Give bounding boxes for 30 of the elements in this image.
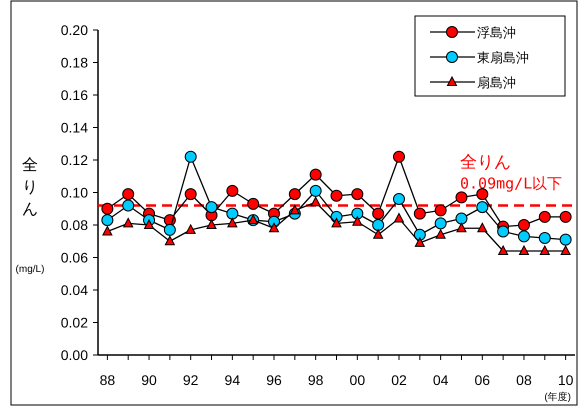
legend-label: 浮島沖 bbox=[477, 25, 516, 40]
y-tick-label: 0.08 bbox=[60, 217, 88, 233]
y-tick-label: 0.00 bbox=[60, 347, 88, 363]
y-tick-label: 0.20 bbox=[60, 22, 88, 38]
y-axis-title: 全りん bbox=[22, 157, 38, 218]
x-tick-label: 10 bbox=[558, 372, 574, 388]
x-axis-title: (年度) bbox=[544, 391, 571, 403]
x-tick-label: 02 bbox=[391, 372, 407, 388]
y-tick-label: 0.18 bbox=[60, 54, 88, 70]
y-tick-label: 0.10 bbox=[60, 184, 88, 200]
ref-line-label: 全りん 0.09mg/L以下 bbox=[460, 152, 562, 192]
x-tick-label: 88 bbox=[100, 372, 116, 388]
y-tick-label: 0.04 bbox=[60, 282, 88, 298]
y-tick-label: 0.02 bbox=[60, 314, 88, 330]
y-tick-label: 0.14 bbox=[60, 120, 88, 136]
legend-label: 東扇島沖 bbox=[477, 50, 529, 65]
legend-label: 扇島沖 bbox=[477, 75, 516, 90]
x-tick-label: 04 bbox=[432, 372, 449, 388]
x-tick-label: 08 bbox=[516, 372, 532, 388]
y-tick-label: 0.16 bbox=[60, 87, 88, 103]
text: (mg/L) bbox=[16, 264, 44, 275]
y-tick-label: 0.06 bbox=[60, 250, 88, 266]
x-tick-label: 98 bbox=[308, 372, 324, 388]
x-tick-label: 90 bbox=[141, 372, 158, 388]
y-tick-label: 0.12 bbox=[60, 152, 88, 168]
x-tick-label: 06 bbox=[474, 372, 490, 388]
x-tick-label: 94 bbox=[224, 372, 240, 388]
x-tick-label: 00 bbox=[350, 372, 366, 388]
x-tick-label: 96 bbox=[266, 372, 282, 388]
x-tick-label: 92 bbox=[182, 372, 199, 388]
